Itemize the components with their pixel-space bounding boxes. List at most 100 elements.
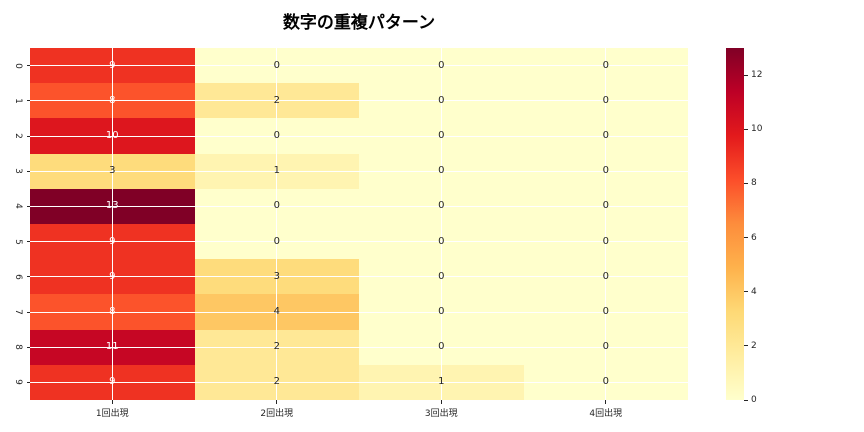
colorbar-tick-mark: [744, 128, 748, 130]
y-tick-label: 4: [13, 203, 23, 210]
colorbar-tick-label: 2: [751, 340, 757, 351]
cell-value: 9: [109, 235, 116, 247]
colorbar-tick-mark: [744, 291, 748, 293]
gridline-horizontal: [30, 241, 688, 243]
y-tick-label: 2: [13, 133, 23, 139]
cell-value: 0: [438, 130, 445, 141]
y-tick-mark: [26, 381, 30, 383]
cell-value: 9: [109, 59, 116, 71]
y-tick-mark: [26, 241, 30, 243]
colorbar-gradient: [726, 48, 744, 400]
gridline-horizontal: [30, 100, 688, 102]
cell-value: 0: [438, 200, 445, 212]
cell-value: 3: [109, 165, 116, 177]
colorbar-tick-label: 0: [751, 395, 757, 405]
colorbar-tick-mark: [744, 399, 748, 401]
gridline-horizontal: [30, 205, 688, 207]
gridline-vertical: [276, 48, 278, 400]
cell-value: 0: [602, 306, 609, 317]
y-tick-label: 5: [13, 238, 23, 245]
y-tick-mark: [26, 276, 30, 278]
cell-value: 0: [273, 200, 280, 212]
gridline-vertical: [440, 48, 442, 400]
cell-value: 13: [105, 200, 119, 212]
cell-value: 9: [109, 376, 116, 388]
cell-value: 0: [602, 235, 609, 247]
gridline-horizontal: [30, 135, 688, 137]
cell-value: 9: [109, 270, 116, 282]
cell-value: 0: [602, 200, 609, 212]
gridline-vertical: [605, 48, 607, 400]
x-tick-label: 3回出現: [424, 409, 458, 419]
gridline-horizontal: [30, 276, 688, 278]
cell-value: 0: [602, 341, 609, 353]
colorbar-tick-label: 10: [751, 124, 763, 135]
cell-value: 0: [438, 235, 445, 247]
cell-value: 8: [109, 306, 116, 317]
y-tick-label: 9: [13, 379, 23, 386]
y-tick-label: 0: [13, 62, 23, 69]
colorbar-tick-label: 12: [751, 70, 763, 81]
y-tick-label: 6: [13, 273, 23, 280]
x-tick-mark: [605, 400, 607, 404]
cell-value: 3: [273, 270, 280, 282]
cell-value: 2: [273, 376, 280, 388]
cell-value: 1: [273, 165, 280, 177]
y-tick-label: 1: [13, 97, 23, 104]
gridline-horizontal: [30, 346, 688, 348]
y-tick-mark: [26, 205, 30, 207]
cell-value: 0: [438, 341, 445, 353]
y-tick-label: 3: [13, 168, 23, 175]
y-tick-mark: [26, 170, 30, 172]
cell-value: 0: [273, 235, 280, 247]
x-tick-label: 1回出現: [95, 409, 129, 419]
y-tick-mark: [26, 346, 30, 348]
gridline-vertical: [111, 48, 113, 400]
y-tick-label: 8: [13, 344, 23, 351]
cell-value: 0: [602, 270, 609, 282]
gridline-horizontal: [30, 311, 688, 313]
x-tick-mark: [276, 400, 278, 404]
colorbar-tick-label: 4: [751, 286, 757, 297]
cell-value: 8: [109, 94, 116, 106]
cell-value: 0: [602, 376, 609, 388]
cell-value: 10: [105, 130, 119, 141]
cell-value: 11: [105, 341, 119, 353]
cell-value: 0: [602, 59, 609, 71]
x-tick-mark: [440, 400, 442, 404]
x-tick-mark: [111, 400, 113, 404]
cell-value: 0: [438, 270, 445, 282]
cell-value: 0: [438, 306, 445, 317]
colorbar-tick-mark: [744, 182, 748, 184]
colorbar-tick-mark: [744, 237, 748, 239]
cell-value: 2: [273, 341, 280, 353]
gridline-horizontal: [30, 170, 688, 172]
colorbar-tick-mark: [744, 345, 748, 347]
cell-value: 0: [438, 165, 445, 177]
cell-value: 2: [273, 94, 280, 106]
colorbar-tick-label: 8: [751, 178, 757, 189]
cell-value: 0: [602, 165, 609, 177]
cell-value: 0: [273, 59, 280, 71]
gridline-horizontal: [30, 381, 688, 383]
y-tick-label: 7: [13, 309, 23, 315]
colorbar-tick-label: 6: [751, 232, 757, 243]
cell-value: 0: [273, 130, 280, 141]
y-tick-mark: [26, 100, 30, 102]
y-tick-mark: [26, 135, 30, 137]
heatmap-plot: 9 0 0 0 8 2 0 0 10 0 0 0 3 1 0 0 13 0 0 0 9 0 0 0 9 3 0 0 8 4 0 0 11 2 0 0 9…: [30, 48, 688, 400]
colorbar-tick-mark: [744, 74, 748, 76]
y-tick-mark: [26, 65, 30, 67]
cell-value: 1: [438, 376, 445, 388]
y-tick-mark: [26, 311, 30, 313]
cell-value: 0: [602, 94, 609, 106]
cell-value: 4: [273, 306, 280, 317]
cell-value: 0: [438, 94, 445, 106]
x-tick-label: 4回出現: [589, 409, 623, 419]
x-tick-label: 2回出現: [260, 409, 294, 419]
chart-title: 数字の重複パターン: [282, 13, 436, 33]
gridline-horizontal: [30, 65, 688, 67]
cell-value: 0: [438, 59, 445, 71]
cell-value: 0: [602, 130, 609, 141]
